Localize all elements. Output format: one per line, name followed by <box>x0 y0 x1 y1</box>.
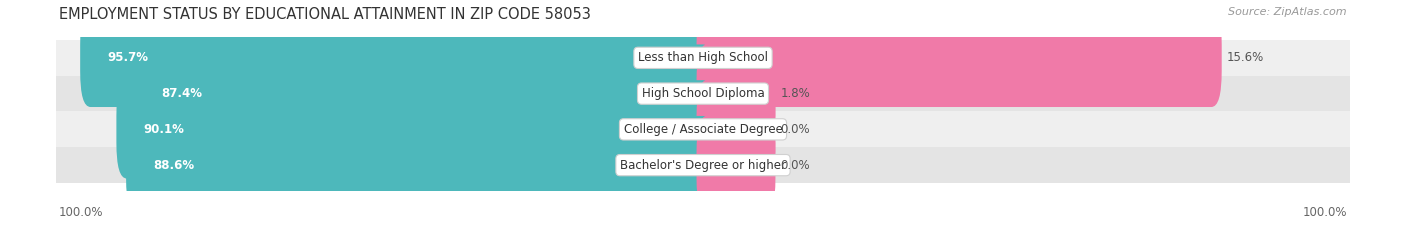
Text: 0.0%: 0.0% <box>780 123 810 136</box>
FancyBboxPatch shape <box>117 80 713 178</box>
Text: 88.6%: 88.6% <box>153 159 194 172</box>
Text: 0.0%: 0.0% <box>780 159 810 172</box>
FancyBboxPatch shape <box>56 76 1350 111</box>
FancyBboxPatch shape <box>56 147 1350 183</box>
Text: 87.4%: 87.4% <box>162 87 202 100</box>
Text: Source: ZipAtlas.com: Source: ZipAtlas.com <box>1229 7 1347 17</box>
FancyBboxPatch shape <box>696 9 1222 107</box>
Text: EMPLOYMENT STATUS BY EDUCATIONAL ATTAINMENT IN ZIP CODE 58053: EMPLOYMENT STATUS BY EDUCATIONAL ATTAINM… <box>59 7 591 22</box>
FancyBboxPatch shape <box>696 45 776 143</box>
FancyBboxPatch shape <box>80 9 713 107</box>
Text: 1.8%: 1.8% <box>780 87 810 100</box>
Text: Less than High School: Less than High School <box>638 51 768 64</box>
FancyBboxPatch shape <box>127 116 713 214</box>
Text: 95.7%: 95.7% <box>107 51 149 64</box>
Text: 100.0%: 100.0% <box>59 206 104 219</box>
FancyBboxPatch shape <box>696 116 776 214</box>
FancyBboxPatch shape <box>134 45 713 143</box>
FancyBboxPatch shape <box>56 40 1350 76</box>
Text: College / Associate Degree: College / Associate Degree <box>624 123 782 136</box>
Text: 15.6%: 15.6% <box>1227 51 1264 64</box>
Text: 90.1%: 90.1% <box>143 123 184 136</box>
Text: Bachelor's Degree or higher: Bachelor's Degree or higher <box>620 159 786 172</box>
FancyBboxPatch shape <box>696 80 776 178</box>
Text: High School Diploma: High School Diploma <box>641 87 765 100</box>
Text: 100.0%: 100.0% <box>1302 206 1347 219</box>
FancyBboxPatch shape <box>56 111 1350 147</box>
